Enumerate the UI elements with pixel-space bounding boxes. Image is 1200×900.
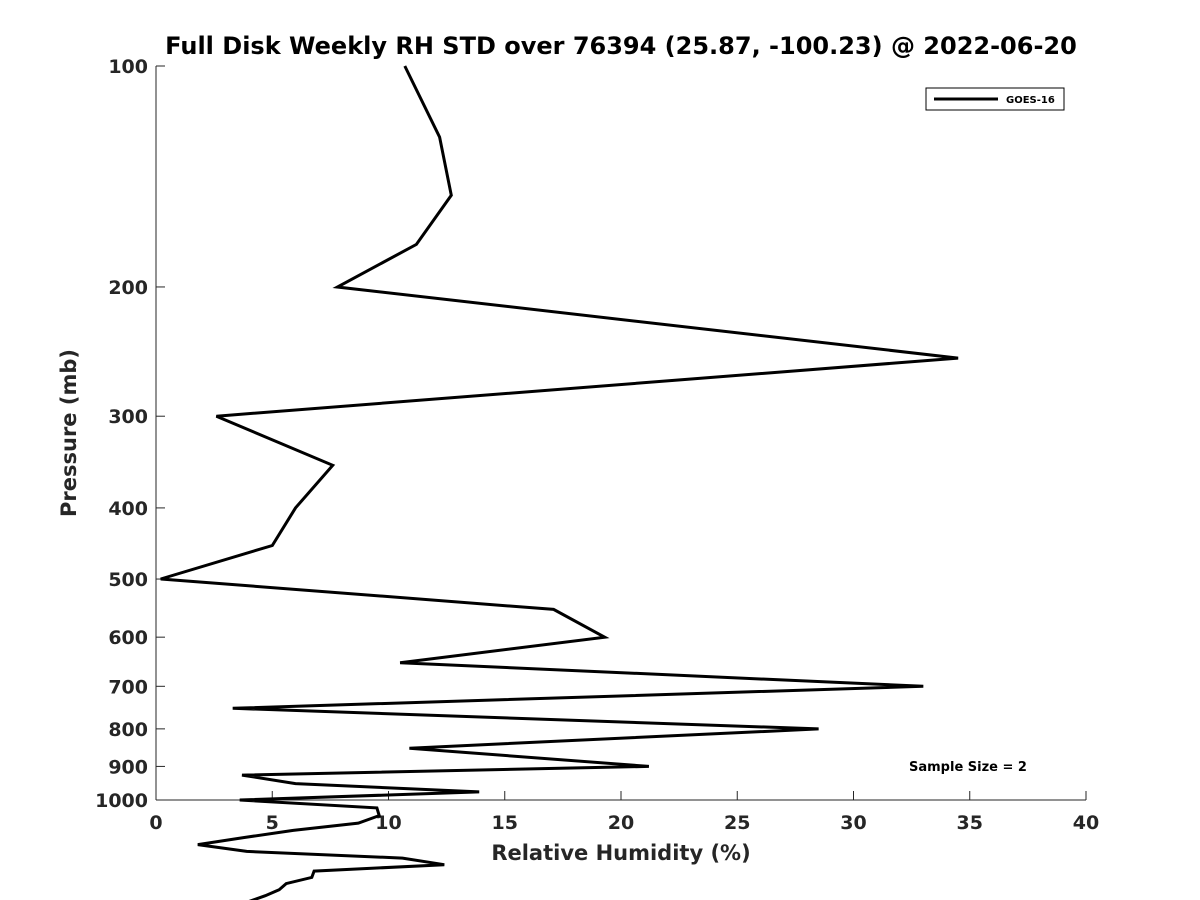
- x-tick-label: 40: [1073, 812, 1099, 834]
- y-tick-label: 100: [108, 56, 148, 78]
- x-axis-label: Relative Humidity (%): [491, 841, 750, 865]
- x-tick-label: 30: [840, 812, 866, 834]
- y-tick-label: 500: [108, 569, 148, 591]
- x-tick-label: 15: [492, 812, 518, 834]
- y-tick-label: 400: [108, 498, 148, 520]
- y-axis-label: Pressure (mb): [57, 349, 81, 517]
- y-tick-label: 1000: [95, 790, 148, 812]
- y-tick-label: 600: [108, 627, 148, 649]
- chart-title: Full Disk Weekly RH STD over 76394 (25.8…: [165, 32, 1077, 60]
- y-tick-label: 200: [108, 277, 148, 299]
- sample-size-annotation: Sample Size = 2: [909, 760, 1027, 775]
- y-tick-label: 700: [108, 676, 148, 698]
- x-tick-label: 35: [957, 812, 983, 834]
- y-tick-label: 300: [108, 406, 148, 428]
- x-tick-label: 5: [266, 812, 279, 834]
- series-layer: [160, 65, 959, 900]
- legend: GOES-16: [925, 87, 1065, 111]
- legend-entry-goes-16: GOES-16: [1006, 95, 1055, 106]
- series-line-goes-16: [160, 65, 959, 900]
- plot-area: 0 5 10 15 20 25 30 35 40 100 200 300 400 500 600 700 80…: [95, 56, 1099, 900]
- x-axis-ticks: 0 5 10 15 20 25 30 35 40: [149, 791, 1099, 834]
- x-tick-label: 0: [149, 812, 162, 834]
- x-tick-label: 10: [375, 812, 401, 834]
- y-tick-label: 800: [108, 719, 148, 741]
- x-tick-label: 25: [724, 812, 750, 834]
- y-axis-ticks: 100 200 300 400 500 600 700 800 900 1000: [95, 56, 165, 812]
- x-tick-label: 20: [608, 812, 634, 834]
- y-tick-label: 900: [108, 756, 148, 778]
